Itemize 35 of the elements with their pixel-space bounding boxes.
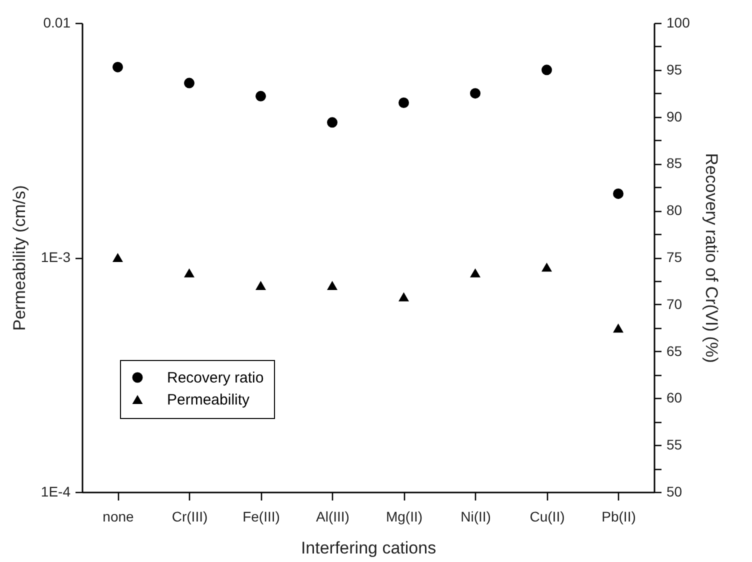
y-tick-label: 1E-3: [40, 249, 71, 265]
point: [613, 324, 624, 333]
x-tick-label: Pb(II): [602, 508, 636, 524]
x-axis-title: Interfering cations: [300, 538, 436, 558]
y-axis-title: Permeability (cm/s): [10, 185, 29, 331]
legend-label: Recovery ratio: [167, 370, 264, 386]
point: [256, 280, 266, 290]
y-tick-label: 1E-4: [40, 484, 71, 500]
y2-tick-label: 65: [666, 342, 682, 359]
y2-axis-title: Recovery ratio of Cr(VI) (%): [702, 153, 721, 363]
point: [470, 268, 480, 278]
x-tick-label: Cr(III): [172, 508, 208, 524]
y2-tick-label: 70: [666, 296, 682, 312]
y2-tick-label: 55: [666, 436, 682, 453]
x-tick-label: none: [102, 508, 134, 524]
x-tick-label: Fe(III): [242, 508, 280, 524]
point: [327, 280, 338, 290]
legend-label: Permeability: [167, 392, 250, 408]
y2-tick-label: 90: [666, 108, 682, 124]
point: [184, 268, 194, 278]
y-tick-label: 0.01: [43, 14, 71, 30]
y2-tick-label: 75: [666, 249, 682, 265]
y2-tick-label: 60: [666, 390, 682, 406]
x-tick-label: Al(III): [316, 508, 350, 524]
point: [398, 292, 409, 302]
x-tick-label: Mg(II): [386, 508, 423, 524]
y2-tick-label: 95: [666, 61, 682, 78]
y2-tick-label: 85: [666, 155, 682, 172]
point: [542, 262, 552, 272]
y2-tick-label: 100: [666, 14, 690, 30]
x-tick-label: Ni(II): [460, 508, 491, 524]
y2-tick-label: 80: [666, 202, 682, 218]
y2-tick-label: 50: [666, 484, 682, 500]
point: [112, 252, 123, 262]
x-tick-label: Cu(II): [530, 508, 565, 524]
